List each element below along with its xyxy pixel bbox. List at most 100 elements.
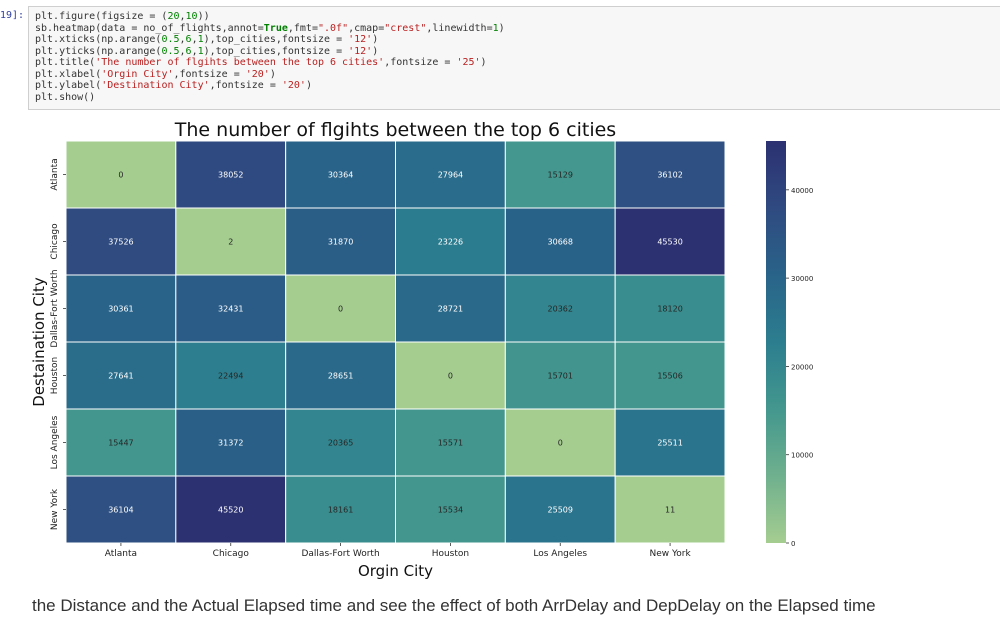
code-token: 1 [492,22,499,34]
code-token: 6 [185,45,192,57]
code-line: plt.yticks(np.arange(0.5,6,1),top_cities… [35,46,994,58]
heatmap-cell [65,274,177,343]
cell-annotation: 45520 [218,506,243,515]
heatmap-cell [504,140,616,209]
code-token: '12' [348,34,373,45]
cell-annotation: 28721 [438,305,463,314]
cell-annotation: 25509 [548,506,573,515]
code-token: 6 [185,34,192,45]
x-axis-label: Orgin City [358,562,433,580]
code-token: ) [372,45,379,57]
code-line: plt.show() [35,92,994,104]
code-line: plt.xticks(np.arange(0.5,6,1),top_cities… [35,34,994,46]
cell-annotation: 15701 [548,372,573,381]
cell-annotation: 2 [228,238,233,247]
heatmap-cell [175,274,287,343]
cell-annotation: 23226 [438,238,463,247]
x-tick-label: Los Angeles [533,549,587,559]
x-tick-label: Houston [432,549,469,559]
cell-annotation: 37526 [108,238,133,247]
y-tick-label: Houston [50,357,60,394]
cell-annotation: 31372 [218,439,243,448]
code-token: ),top_cities,fontsize = [203,45,349,57]
code-token: "crest" [384,22,427,34]
heatmap-cell [614,140,726,209]
cell-annotation: 15506 [657,372,682,381]
code-token: ) [269,68,276,80]
code-token: 1 [197,34,204,45]
code-token: 'Destination City' [101,80,210,91]
code-token: '20' [245,68,270,80]
code-token: , [191,45,198,57]
cell-annotation: 15571 [438,439,463,448]
code-token: ),top_cities,fontsize = [203,34,349,45]
cell-annotation: 22494 [218,372,243,381]
x-tick-label: Atlanta [105,549,137,559]
x-tick-label: New York [649,549,691,559]
code-token: plt.ylabel( [35,80,102,91]
heatmap-cell [504,207,616,276]
cell-annotation: 25511 [657,439,682,448]
cell-annotation: 20362 [548,305,573,314]
heatmap-cell [614,408,726,477]
heatmap-cell [285,207,396,276]
cell-annotation: 30668 [548,238,573,247]
heatmap-cell [614,475,726,544]
code-token: ,linewidth= [426,22,493,34]
cell-annotation: 45530 [657,238,682,247]
heatmap-cell [614,207,726,276]
heatmap-cell [504,475,616,544]
cell-annotation: 0 [338,305,343,314]
cell-annotation: 38052 [218,171,243,180]
code-token: )) [197,11,210,22]
code-token: plt.figure(figsize = ( [35,11,168,22]
cell-annotation: 30361 [108,305,133,314]
code-line: plt.title('The number of flgihts between… [35,57,994,69]
code-line: sb.heatmap(data = no_of_flights,annot=Tr… [35,23,994,35]
cell-annotation: 11 [665,506,675,515]
code-token: ) [498,22,505,34]
y-tick-label: Dallas-Fort Worth [50,269,60,347]
cell-annotation: 18120 [657,305,682,314]
code-token: plt.yticks(np.arange( [35,45,162,57]
colorbar-tick-label: 40000 [791,187,813,195]
cell-annotation: 15129 [548,171,573,180]
code-token: ) [372,34,379,45]
cell-annotation: 31870 [328,238,353,247]
x-tick-label: Chicago [213,549,250,559]
code-token: ,fmt= [287,22,318,34]
heatmap-chart: The number of flgihts between the top 6 … [30,119,813,580]
code-token: 1 [197,45,204,57]
code-token: plt.title( [35,57,96,68]
colorbar [766,141,786,543]
code-token: ) [305,80,312,91]
cell-annotation: 0 [118,171,123,180]
y-tick-label: Atlanta [50,158,60,190]
cell-annotation: 27964 [438,171,463,180]
heatmap-cell [175,408,287,477]
code-token: True [263,22,288,34]
code-token: ,fontsize = [209,80,282,91]
colorbar-tick-label: 0 [791,540,795,548]
chart-title: The number of flgihts between the top 6 … [174,119,616,141]
heatmap-cell [614,274,726,343]
y-axis-label: Destaination City [30,277,48,407]
heatmap-cell [65,140,177,209]
heatmap-cell [614,341,726,410]
heatmap-cell [395,341,506,410]
code-cell[interactable]: plt.figure(figsize = (20,10)) sb.heatmap(… [28,6,1000,110]
cell-prompt: 19]: [0,10,25,21]
cell-annotation: 36104 [108,506,133,515]
colorbar-tick-label: 20000 [791,363,813,371]
cell-annotation: 36102 [657,171,682,180]
code-token: plt.xlabel( [35,68,102,80]
code-token: sb.heatmap(data = no_of_flights,annot= [35,22,264,34]
heatmap-cell [175,475,287,544]
y-tick-label: Los Angeles [50,415,60,469]
code-token: , [179,11,186,22]
code-token: 'The number of flgihts between the top 6… [95,57,385,68]
heatmap-cell [65,341,177,410]
code-token: '25' [456,57,481,68]
cell-annotation: 20365 [328,439,353,448]
code-token: '20' [281,80,306,91]
